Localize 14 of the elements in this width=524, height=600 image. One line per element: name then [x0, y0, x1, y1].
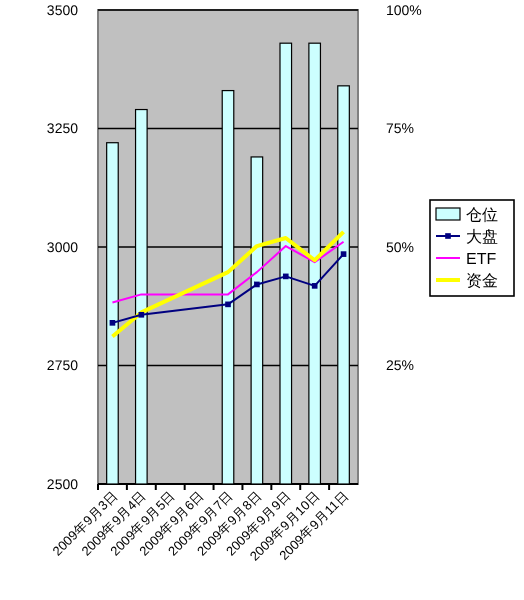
legend-label: ETF: [466, 249, 497, 268]
line-series: [111, 240, 345, 304]
point: [282, 273, 289, 280]
legend-label: 仓位: [466, 205, 498, 224]
point: [340, 251, 347, 257]
legend-label: 资金: [466, 271, 498, 290]
point: [225, 301, 231, 308]
point: [311, 283, 318, 289]
point: [254, 281, 260, 288]
line-series: [109, 251, 347, 326]
legend-label: 大盘: [466, 227, 498, 246]
point: [138, 311, 145, 318]
point: [109, 320, 116, 326]
line-series: [110, 229, 346, 339]
